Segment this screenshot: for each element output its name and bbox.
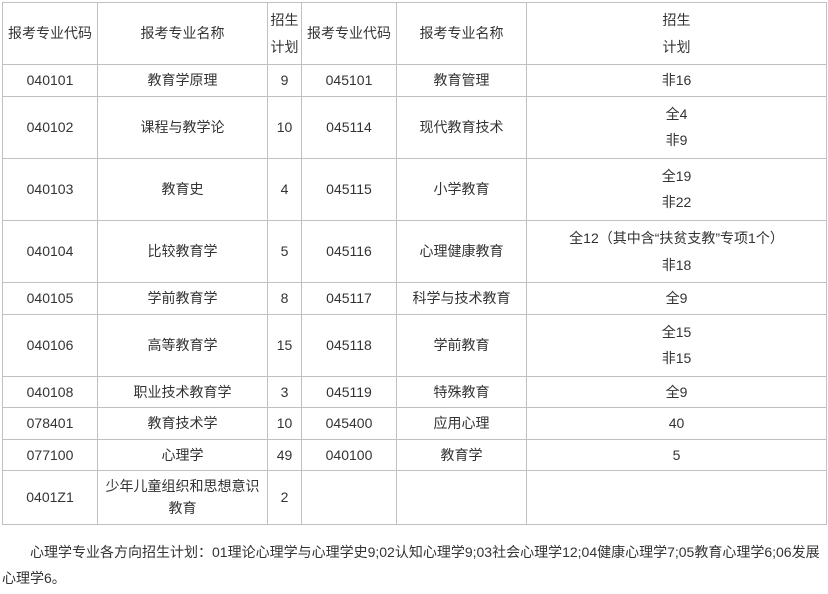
footnote: 心理学专业各方向招生计划：01理论心理学与心理学史9;02认知心理学9;03社会…	[2, 539, 826, 592]
header-plan2-line2: 计划	[529, 34, 824, 61]
cell-name1: 职业技术教育学	[98, 376, 268, 407]
cell-name2	[397, 470, 527, 524]
cell-name2: 科学与技术教育	[397, 283, 527, 314]
cell-name1: 教育技术学	[98, 408, 268, 439]
cell-code1: 0401Z1	[3, 470, 98, 524]
cell-plan1: 10	[268, 408, 302, 439]
cell-code1: 040106	[3, 314, 98, 376]
cell-name1: 课程与教学论	[98, 96, 268, 158]
cell-plan2: 5	[527, 439, 827, 470]
cell-name2: 教育学	[397, 439, 527, 470]
cell-name2: 心理健康教育	[397, 220, 527, 282]
cell-code2: 045101	[302, 65, 397, 96]
cell-name1: 学前教育学	[98, 283, 268, 314]
table-row: 040108职业技术教育学3045119特殊教育全9	[3, 376, 827, 407]
cell-code1: 077100	[3, 439, 98, 470]
table-row: 078401教育技术学10045400应用心理40	[3, 408, 827, 439]
cell-code2: 045118	[302, 314, 397, 376]
cell-plan2: 全15非15	[527, 314, 827, 376]
table-header-row: 报考专业代码 报考专业名称 招生 计划 报考专业代码 报考专业名称 招生 计划	[3, 3, 827, 65]
cell-code2: 045119	[302, 376, 397, 407]
cell-code2: 045114	[302, 96, 397, 158]
table-row: 077100心理学49040100教育学5	[3, 439, 827, 470]
cell-code2: 045115	[302, 158, 397, 220]
cell-name1: 教育学原理	[98, 65, 268, 96]
cell-plan2: 40	[527, 408, 827, 439]
cell-plan2: 全9	[527, 283, 827, 314]
cell-name1: 教育史	[98, 158, 268, 220]
header-name2: 报考专业名称	[397, 3, 527, 65]
table-row: 040104比较教育学5045116心理健康教育全12（其中含“扶贫支教”专项1…	[3, 220, 827, 282]
cell-plan1: 49	[268, 439, 302, 470]
cell-plan2: 非16	[527, 65, 827, 96]
cell-name2: 学前教育	[397, 314, 527, 376]
cell-code1: 040102	[3, 96, 98, 158]
cell-name1: 少年儿童组织和思想意识教育	[98, 470, 268, 524]
cell-code1: 040108	[3, 376, 98, 407]
cell-name1: 心理学	[98, 439, 268, 470]
cell-plan1: 10	[268, 96, 302, 158]
cell-plan2: 全4非9	[527, 96, 827, 158]
header-plan2-line1: 招生	[529, 7, 824, 34]
cell-code2: 045117	[302, 283, 397, 314]
cell-code1: 040104	[3, 220, 98, 282]
cell-plan2	[527, 470, 827, 524]
table-row: 040103教育史4045115小学教育全19非22	[3, 158, 827, 220]
cell-code2: 045116	[302, 220, 397, 282]
cell-code1: 078401	[3, 408, 98, 439]
cell-name2: 教育管理	[397, 65, 527, 96]
cell-plan1: 5	[268, 220, 302, 282]
cell-code1: 040103	[3, 158, 98, 220]
cell-plan2: 全19非22	[527, 158, 827, 220]
cell-plan2: 全12（其中含“扶贫支教”专项1个）非18	[527, 220, 827, 282]
header-plan1-line1: 招生	[270, 7, 299, 34]
table-row: 040102课程与教学论10045114现代教育技术全4非9	[3, 96, 827, 158]
header-code1: 报考专业代码	[3, 3, 98, 65]
cell-plan1: 2	[268, 470, 302, 524]
cell-plan2: 全9	[527, 376, 827, 407]
table-row: 040106高等教育学15045118学前教育全15非15	[3, 314, 827, 376]
cell-name2: 小学教育	[397, 158, 527, 220]
header-plan1: 招生 计划	[268, 3, 302, 65]
table-row: 0401Z1少年儿童组织和思想意识教育2	[3, 470, 827, 524]
cell-code1: 040101	[3, 65, 98, 96]
table-row: 040101教育学原理9045101教育管理非16	[3, 65, 827, 96]
cell-code2	[302, 470, 397, 524]
cell-name1: 高等教育学	[98, 314, 268, 376]
cell-name1: 比较教育学	[98, 220, 268, 282]
cell-plan1: 4	[268, 158, 302, 220]
cell-code2: 040100	[302, 439, 397, 470]
cell-plan1: 9	[268, 65, 302, 96]
cell-name2: 应用心理	[397, 408, 527, 439]
header-plan1-line2: 计划	[270, 34, 299, 61]
cell-name2: 特殊教育	[397, 376, 527, 407]
admission-table: 报考专业代码 报考专业名称 招生 计划 报考专业代码 报考专业名称 招生 计划 …	[2, 2, 827, 525]
cell-plan1: 8	[268, 283, 302, 314]
cell-code2: 045400	[302, 408, 397, 439]
header-name1: 报考专业名称	[98, 3, 268, 65]
cell-plan1: 15	[268, 314, 302, 376]
header-code2: 报考专业代码	[302, 3, 397, 65]
table-row: 040105学前教育学8045117科学与技术教育全9	[3, 283, 827, 314]
cell-code1: 040105	[3, 283, 98, 314]
header-plan2: 招生 计划	[527, 3, 827, 65]
cell-plan1: 3	[268, 376, 302, 407]
cell-name2: 现代教育技术	[397, 96, 527, 158]
